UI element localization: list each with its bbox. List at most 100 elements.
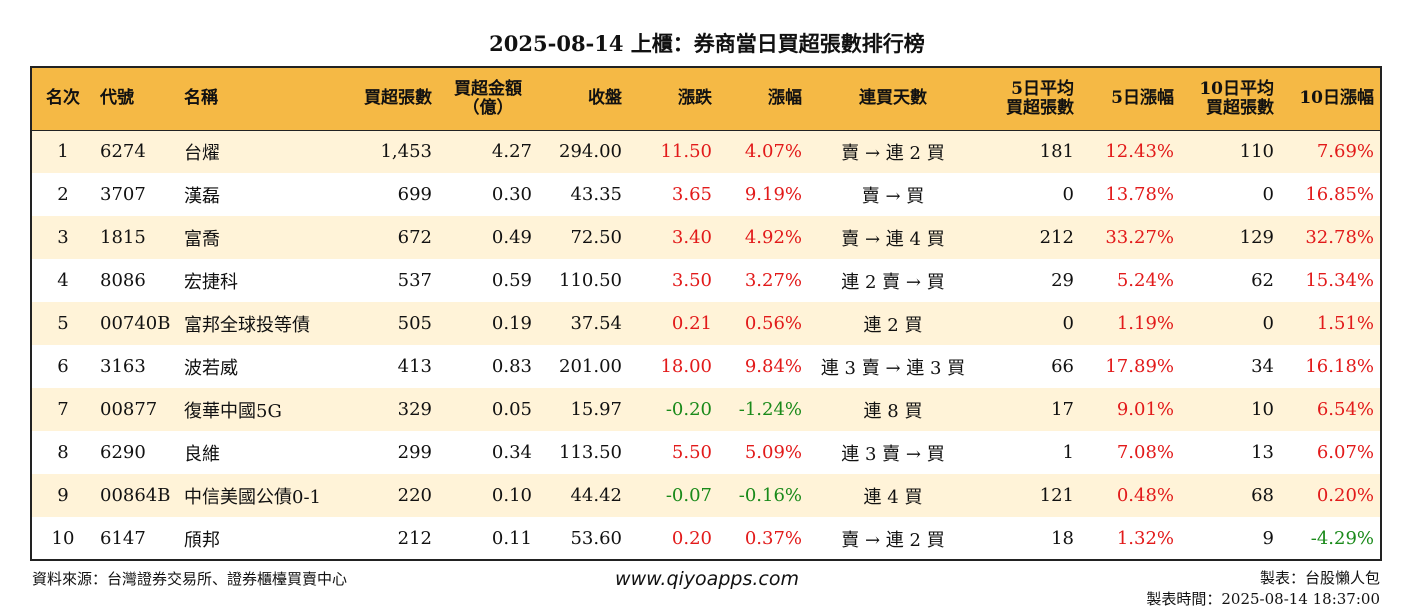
cell-pct10: 6.54% [1316,399,1374,420]
cell-name: 良維 [184,443,220,465]
cell-change: 3.65 [671,184,712,205]
cell-avg10: 34 [1251,356,1274,377]
cell-change: 5.50 [671,442,712,463]
cell-avg5: 1 [1062,442,1074,463]
cell-pct10: 15.34% [1305,270,1374,291]
cell-streak: 賣 → 買 [861,185,925,207]
cell-rank: 2 [57,184,69,205]
cell-pct10: 1.51% [1316,313,1374,334]
cell-change: 3.40 [671,227,712,248]
cell-pct: 9.84% [744,356,802,377]
header-change: 漲跌 [678,88,712,109]
cell-rank: 3 [57,227,69,248]
cell-buy-lots: 537 [397,270,432,291]
cell-buy-amount: 0.83 [491,356,532,377]
cell-pct10: 6.07% [1316,442,1374,463]
header-code: 代號 [100,88,134,109]
cell-rank: 6 [57,356,69,377]
header-buy-lots: 買超張數 [364,88,432,109]
cell-name: 漢磊 [184,185,220,207]
cell-avg10: 129 [1239,227,1274,248]
cell-pct: 0.37% [744,528,802,549]
cell-rank: 8 [57,442,69,463]
cell-rank: 7 [57,399,69,420]
cell-pct: -1.24% [738,399,802,420]
cell-code: 6147 [100,528,146,549]
cell-rank: 5 [57,313,69,334]
cell-avg5: 0 [1062,313,1074,334]
cell-pct5: 17.89% [1105,356,1174,377]
cell-avg5: 212 [1039,227,1074,248]
cell-rank: 4 [57,270,69,291]
cell-change: 11.50 [660,141,712,163]
cell-streak: 連 2 賣 → 買 [841,271,945,293]
maker-info: 製表：台股懶人包 製表時間：2025-08-14 18:37:00 [1146,568,1380,610]
header-pct10: 10日漲幅 [1299,88,1374,109]
cell-close: 53.60 [570,528,622,549]
website-link[interactable]: www.qiyoapps.com [615,568,799,590]
cell-change: 0.21 [671,313,712,334]
header-buy-amount-line2: （億） [462,97,514,118]
cell-buy-lots: 413 [397,356,432,377]
cell-change: 0.20 [671,528,712,549]
cell-pct10: 16.85% [1305,184,1374,205]
header-close: 收盤 [588,88,622,109]
cell-streak: 賣 → 連 2 買 [841,529,945,551]
cell-pct10: 7.69% [1316,141,1374,163]
cell-name: 頎邦 [184,529,220,551]
cell-code: 6274 [100,141,146,163]
cell-pct5: 9.01% [1116,399,1174,420]
made-time: 製表時間：2025-08-14 18:37:00 [1146,590,1380,608]
table-row: 5 00740B 富邦全球投等債 505 0.19 37.54 0.21 0.56% 連 2 買… [32,302,1380,345]
cell-close: 37.54 [570,313,622,334]
table-row: 7 00877 復華中國5G 329 0.05 15.97 -0.20 -1.24% 連 8 買… [32,388,1380,431]
cell-buy-lots: 299 [397,442,432,463]
cell-streak: 連 4 買 [863,486,923,508]
cell-close: 72.50 [570,227,622,248]
cell-avg10: 10 [1251,399,1274,420]
table-body: 1 6274 台燿 1,453 4.27 294.00 11.50 4.07% 賣 → 連 2 … [32,130,1380,559]
cell-pct10: -4.29% [1310,528,1374,549]
cell-rank: 9 [57,485,69,506]
cell-buy-lots: 672 [397,227,432,248]
cell-pct5: 0.48% [1116,485,1174,506]
cell-code: 00740B [100,313,171,334]
cell-avg5: 29 [1051,270,1074,291]
cell-pct5: 13.78% [1105,184,1174,205]
cell-name: 復華中國5G [184,400,282,422]
header-streak: 連買天數 [859,88,927,109]
cell-code: 00864B [100,485,171,506]
cell-close: 294.00 [559,141,622,163]
cell-name: 波若威 [184,357,238,379]
cell-buy-lots: 505 [397,313,432,334]
header-avg10-line2: 買超張數 [1206,97,1274,118]
cell-avg10: 9 [1262,528,1274,549]
data-source: 資料來源：台灣證券交易所、證券櫃檯買賣中心 [32,570,348,588]
cell-streak: 賣 → 連 4 買 [841,228,945,250]
cell-rank: 10 [51,528,75,549]
cell-avg10: 110 [1239,141,1274,163]
cell-pct10: 16.18% [1305,356,1374,377]
cell-buy-lots: 699 [397,184,432,205]
table-row: 9 00864B 中信美國公債0-1 220 0.10 44.42 -0.07 -0.16% 連… [32,474,1380,517]
header-buy-amount-line1: 買超金額 [454,78,522,99]
cell-buy-amount: 0.19 [491,313,532,334]
cell-buy-lots: 212 [397,528,432,549]
cell-avg5: 17 [1051,399,1074,420]
header-pct: 漲幅 [768,88,802,109]
cell-pct: 9.19% [744,184,802,205]
cell-name: 中信美國公債0-1 [184,486,321,508]
cell-code: 6290 [100,442,146,463]
cell-name: 富邦全球投等債 [184,314,310,336]
header-name: 名稱 [184,88,218,109]
cell-code: 8086 [100,270,146,291]
cell-pct5: 12.43% [1105,141,1174,163]
table-row: 8 6290 良維 299 0.34 113.50 5.50 5.09% 連 3 賣 → 買 1 7… [32,431,1380,474]
cell-buy-amount: 0.30 [491,184,532,205]
cell-buy-amount: 0.34 [491,442,532,463]
cell-pct: -0.16% [738,485,802,506]
cell-code: 3707 [100,184,146,205]
cell-close: 201.00 [559,356,622,377]
cell-pct5: 33.27% [1105,227,1174,248]
cell-avg10: 0 [1262,184,1274,205]
